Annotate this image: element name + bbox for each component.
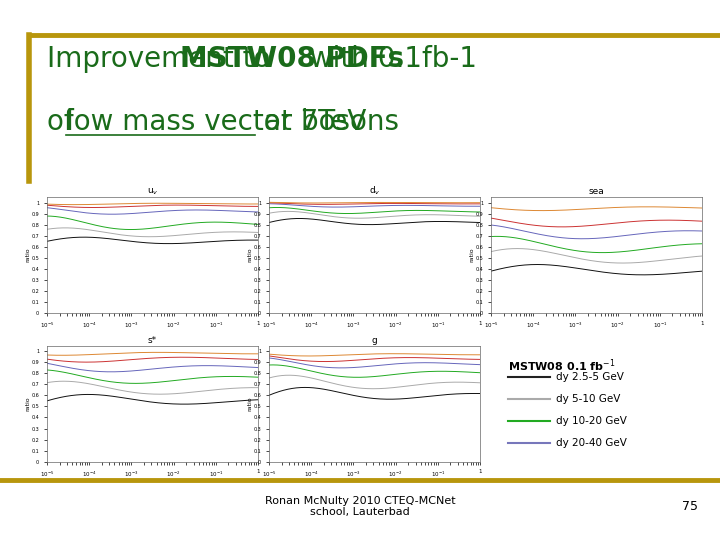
Text: dy 10-20 GeV: dy 10-20 GeV — [557, 416, 627, 426]
Text: Ronan McNulty 2010 CTEQ-MCNet
school, Lauterbad: Ronan McNulty 2010 CTEQ-MCNet school, La… — [265, 496, 455, 517]
Text: of: of — [47, 107, 82, 136]
Text: dy 20-40 GeV: dy 20-40 GeV — [557, 438, 627, 448]
Text: at 7TeV: at 7TeV — [255, 107, 366, 136]
Text: dy 5-10 GeV: dy 5-10 GeV — [557, 394, 621, 404]
Title: s*: s* — [148, 336, 157, 345]
Text: dy 2.5-5 GeV: dy 2.5-5 GeV — [557, 372, 624, 382]
Title: d$_v$: d$_v$ — [369, 185, 380, 197]
Title: u$_v$: u$_v$ — [147, 187, 158, 197]
Text: low mass vector bosons: low mass vector bosons — [66, 107, 399, 136]
Text: with 0.1fb-1: with 0.1fb-1 — [301, 45, 477, 73]
Y-axis label: ratio: ratio — [469, 248, 474, 262]
Text: MSTW08 0.1 fb$^{-1}$: MSTW08 0.1 fb$^{-1}$ — [508, 357, 616, 374]
Y-axis label: ratio: ratio — [247, 248, 252, 262]
Title: g: g — [372, 336, 377, 345]
Text: Improvement to: Improvement to — [47, 45, 279, 73]
Y-axis label: ratio: ratio — [25, 248, 30, 262]
Y-axis label: ratio: ratio — [25, 396, 30, 411]
Y-axis label: ratio: ratio — [247, 396, 252, 411]
Text: 75: 75 — [683, 500, 698, 513]
Title: sea: sea — [588, 187, 604, 197]
Text: MSTW08 PDFs: MSTW08 PDFs — [180, 45, 404, 73]
